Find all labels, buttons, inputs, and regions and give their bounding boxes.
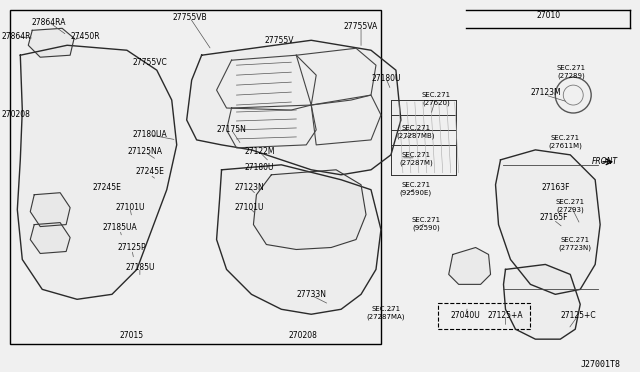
Text: (27289): (27289) [557,73,585,79]
Bar [438,303,531,329]
Text: 27864R: 27864R [1,32,31,41]
Polygon shape [30,193,70,227]
Text: SEC.271: SEC.271 [557,65,586,71]
Text: (92590): (92590) [412,224,440,231]
Text: 27123N: 27123N [235,183,264,192]
Text: (27287MA): (27287MA) [367,314,405,321]
Text: 270208: 270208 [2,110,31,119]
Text: 27125+A: 27125+A [488,311,524,320]
Bar [10,10,381,344]
Text: (92590E): (92590E) [400,189,432,196]
Text: SEC.271: SEC.271 [401,125,430,131]
Text: 27125+C: 27125+C [561,311,596,320]
Text: 27180U: 27180U [244,163,274,172]
Polygon shape [187,40,401,175]
Text: 27185UA: 27185UA [102,223,138,232]
Text: (27723N): (27723N) [559,244,592,251]
Text: 27755V: 27755V [264,36,294,45]
Text: 27010: 27010 [536,11,561,20]
Text: (27293): (27293) [556,206,584,213]
Text: 27755VA: 27755VA [344,22,378,31]
Text: FRONT: FRONT [592,157,618,166]
Polygon shape [504,264,580,339]
Text: 27245E: 27245E [136,167,164,176]
Text: (27611M): (27611M) [548,142,582,149]
Text: 27733N: 27733N [296,290,326,299]
Text: 27122M: 27122M [244,147,275,156]
Text: SEC.271: SEC.271 [550,135,580,141]
Text: 27101U: 27101U [235,203,264,212]
Text: (27620): (27620) [422,100,450,106]
Text: (27287MB): (27287MB) [397,133,435,139]
Text: 27185U: 27185U [125,263,155,272]
Text: 27101U: 27101U [115,203,145,212]
Text: SEC.271: SEC.271 [412,217,440,222]
Text: J27001T8: J27001T8 [580,360,620,369]
Text: (27287M): (27287M) [399,160,433,166]
Polygon shape [449,247,490,284]
Text: 27165F: 27165F [539,213,568,222]
Text: SEC.271: SEC.271 [421,92,451,98]
Text: SEC.271: SEC.271 [561,237,590,243]
Text: 27163F: 27163F [541,183,570,192]
Text: 27040U: 27040U [451,311,481,320]
Text: 27450R: 27450R [70,32,100,41]
Polygon shape [28,28,74,57]
Text: 27175N: 27175N [216,125,246,134]
Polygon shape [495,150,600,294]
Text: SEC.271: SEC.271 [556,199,585,205]
Polygon shape [17,45,177,299]
Text: 27864RA: 27864RA [32,18,67,27]
Text: 27755VC: 27755VC [132,58,167,67]
Text: SEC.271: SEC.271 [371,306,401,312]
Text: SEC.271: SEC.271 [401,152,430,158]
Text: 27245E: 27245E [93,183,122,192]
Text: SEC.271: SEC.271 [401,182,430,188]
Text: 27755VB: 27755VB [172,13,207,22]
Text: 27125NA: 27125NA [127,147,163,156]
Polygon shape [30,222,70,253]
Text: 27123M: 27123M [530,87,561,97]
Text: 27180U: 27180U [371,74,401,83]
Text: 27180UA: 27180UA [132,131,167,140]
Polygon shape [216,165,381,314]
Text: 27015: 27015 [120,331,144,340]
Polygon shape [253,170,366,250]
Text: 270208: 270208 [289,331,317,340]
Text: 27125P: 27125P [118,243,146,252]
